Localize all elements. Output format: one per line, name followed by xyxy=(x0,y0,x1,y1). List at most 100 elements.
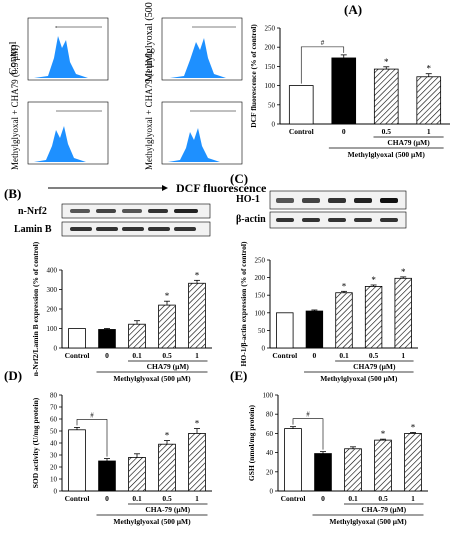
chart-c-sig-marker: * xyxy=(371,275,376,285)
flow-axis-arrowhead xyxy=(162,185,168,191)
chart-c-ytick-label: 100 xyxy=(255,309,266,317)
chart-d-tick-label: 0.1 xyxy=(132,494,142,503)
chart-e-group-label: Methylglyoxal (500 μM) xyxy=(329,517,407,526)
flow-label-cha79-low: Methylglyoxal + CHA79 (0.5 μM) xyxy=(10,45,20,170)
chart-e-ytick-label: 40 xyxy=(266,449,274,457)
chart-c-ytick-label: 200 xyxy=(255,274,266,282)
chart-b-ytick-label: 400 xyxy=(47,267,58,275)
chart-e-ytick-label: 60 xyxy=(266,430,274,438)
panel-label-b: (B) xyxy=(4,186,21,201)
chart-a-bar xyxy=(331,57,357,125)
chart-a-ytick-label: 0 xyxy=(272,121,276,129)
chart-c-group-label: Methylglyoxal (500 μM) xyxy=(320,374,398,383)
flow-label-control: Control xyxy=(7,41,19,75)
chart-d-tick-label: 1 xyxy=(195,494,199,503)
chart-d-group-label: Methylglyoxal (500 μM) xyxy=(113,517,191,526)
chart-e-tick-label: 0.5 xyxy=(378,494,388,503)
chart-a-sub-label: CHA79 (μM) xyxy=(387,138,430,147)
chart-c-sig-marker: * xyxy=(401,267,406,277)
blot-b: n-Nrf2 Lamin B xyxy=(14,203,211,237)
chart-e: 0 20 40 60 80 100 GSH (nmol/mg protein) Control… xyxy=(247,392,428,526)
chart-b-bar xyxy=(98,329,116,349)
chart-e-sig-bracket-mark: # xyxy=(306,411,310,419)
chart-a-bar xyxy=(373,68,399,125)
chart-c-ytick-label: 50 xyxy=(258,327,266,335)
flow-histogram-mgo xyxy=(161,17,243,81)
chart-d-ytick-label: 20 xyxy=(50,464,58,472)
chart-d-ytick-label: 30 xyxy=(50,452,58,460)
chart-a-ytick-label: 100 xyxy=(265,82,276,90)
chart-e-bar xyxy=(314,453,332,492)
chart-c-tick-label: 0 xyxy=(313,351,317,360)
chart-d-sig-bracket xyxy=(76,419,108,457)
flow-histogram-control xyxy=(27,17,109,81)
chart-b-ytick-label: 200 xyxy=(47,306,58,314)
chart-a-ylabel: DCF fluorescence (% of control) xyxy=(249,24,258,128)
chart-e-ylabel: GSH (nmol/mg protein) xyxy=(247,404,256,481)
chart-d-sig-marker: * xyxy=(165,431,170,441)
flow-histogram-cha79-high xyxy=(161,101,243,165)
chart-c-ytick-label: 150 xyxy=(255,292,266,300)
chart-b-ytick-label: 0 xyxy=(54,345,58,353)
chart-b-sub-label: CHA79 (μM) xyxy=(147,362,190,371)
flow-histograms: Control Methylglyoxal (500 μM) Methylgly… xyxy=(7,0,267,195)
chart-d-ytick-label: 80 xyxy=(50,392,58,400)
chart-e-sig-marker: * xyxy=(411,422,416,432)
chart-d-tick-label: 0.5 xyxy=(162,494,172,503)
chart-d-bar xyxy=(98,460,116,492)
chart-b-tick-label: 0.1 xyxy=(132,351,142,360)
chart-b-group-label: Methylglyoxal (500 μM) xyxy=(113,374,191,383)
chart-c-ytick-label: 0 xyxy=(262,345,266,353)
chart-d-bar xyxy=(68,429,86,492)
chart-d-ytick-label: 60 xyxy=(50,416,58,424)
chart-c-bar xyxy=(394,277,412,349)
chart-a-tick-label: 0 xyxy=(342,127,346,136)
chart-a-sig-marker: * xyxy=(384,57,389,67)
chart-e-tick-label: Control xyxy=(281,494,306,503)
chart-a-sig-bracket-mark: # xyxy=(321,39,325,47)
chart-e-ytick-label: 100 xyxy=(263,392,274,400)
chart-b-tick-label: 1 xyxy=(195,351,199,360)
chart-d-ytick-label: 40 xyxy=(50,440,58,448)
chart-a-sig-bracket xyxy=(300,46,345,84)
panel-label-e: (E) xyxy=(230,368,247,383)
chart-b-sig-marker: * xyxy=(165,291,170,301)
chart-c-tick-label: 1 xyxy=(401,351,405,360)
chart-a-group-label: Methylglyoxal (500 μM) xyxy=(348,150,426,159)
chart-c: 0 50 100 150 200 250 HO-1/β-actin expression (… xyxy=(239,241,418,383)
chart-c-bar xyxy=(364,285,383,349)
flow-label-mgo: Methylglyoxal (500 μM) xyxy=(144,0,155,82)
chart-c-bar xyxy=(335,292,353,349)
chart-d-bar xyxy=(188,432,206,492)
chart-b-bar xyxy=(188,282,206,349)
chart-d-ytick-label: 0 xyxy=(54,488,58,496)
blot-c: HO-1 β-actin xyxy=(236,190,407,229)
chart-c-ylabel: HO-1/β-actin expression (% of control) xyxy=(239,241,248,366)
chart-a-tick-label: 0.5 xyxy=(382,127,392,136)
chart-a-ytick-label: 50 xyxy=(268,101,276,109)
chart-e-ytick-label: 0 xyxy=(270,488,274,496)
chart-a-tick-label: Control xyxy=(289,127,314,136)
flow-label-cha79-high: Methylglyoxal + CHA79 (1 μM) xyxy=(144,52,154,170)
blot-b-label-1: Lamin B xyxy=(14,224,52,235)
chart-e-bar xyxy=(404,432,422,492)
chart-a-bar xyxy=(288,85,314,125)
chart-d-sub-label: CHA-79 (μM) xyxy=(145,505,190,514)
chart-a-ytick-label: 250 xyxy=(265,25,276,33)
flow-histogram-cha79-low xyxy=(27,101,109,165)
chart-d-sig-bracket-mark: # xyxy=(90,411,94,419)
chart-a-ytick-label: 200 xyxy=(265,44,276,52)
chart-d-tick-label: Control xyxy=(65,494,90,503)
chart-b-bar xyxy=(68,328,86,349)
chart-b-ylabel: n-Nrf2/Lamin B expression (% of control) xyxy=(31,241,40,376)
panel-label-c: (C) xyxy=(230,171,248,186)
chart-c-sig-marker: * xyxy=(342,281,347,291)
chart-d-tick-label: 0 xyxy=(105,494,109,503)
chart-b-tick-label: Control xyxy=(65,351,90,360)
chart-d-ytick-label: 10 xyxy=(50,476,58,484)
blot-b-label-0: n-Nrf2 xyxy=(18,206,47,217)
chart-b-ytick-label: 300 xyxy=(47,286,58,294)
chart-d-bar xyxy=(128,456,146,492)
